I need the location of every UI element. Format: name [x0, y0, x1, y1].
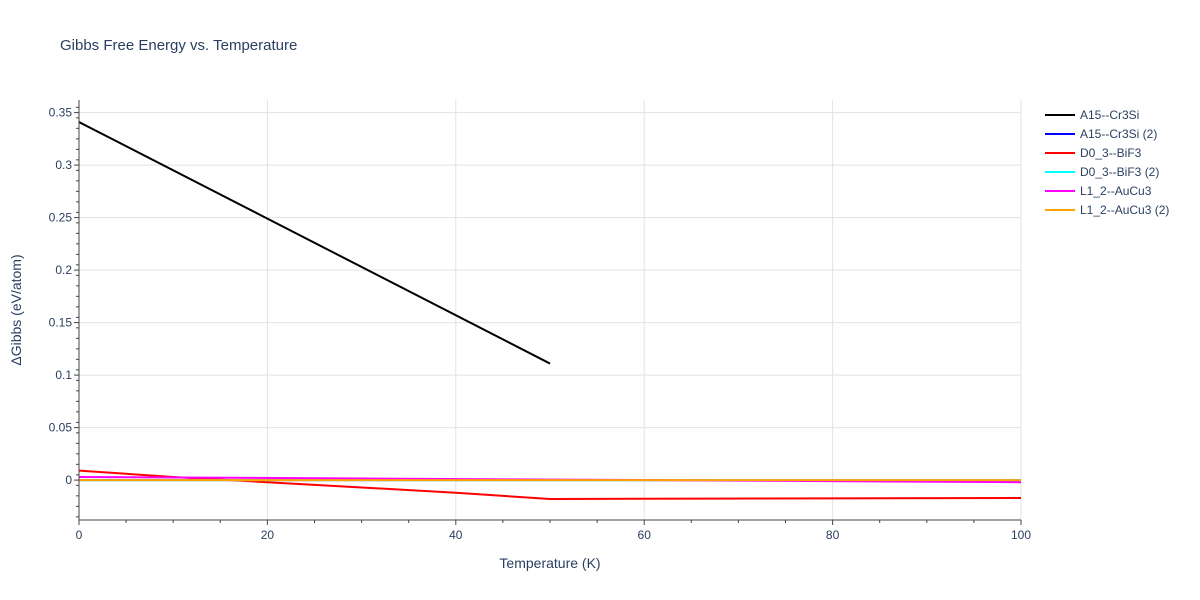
grid [79, 100, 1022, 520]
y-tick-label: 0.15 [49, 316, 73, 330]
legend-label: L1_2--AuCu3 (2) [1080, 203, 1169, 217]
y-tick-label: 0.35 [49, 106, 73, 120]
x-tick-label: 60 [638, 528, 652, 542]
legend-item[interactable]: A15--Cr3Si [1045, 108, 1139, 122]
series-group [78, 121, 1022, 501]
y-tick-label: 0.1 [55, 368, 72, 382]
legend-label: D0_3--BiF3 [1080, 146, 1142, 160]
y-tick-label: 0.05 [49, 421, 73, 435]
y-tick-label: 0.2 [55, 263, 72, 277]
legend-item[interactable]: L1_2--AuCu3 [1045, 184, 1152, 198]
x-tick-label: 40 [449, 528, 463, 542]
y-tick-label: 0 [65, 473, 72, 487]
x-tick-label: 80 [826, 528, 840, 542]
legend-label: A15--Cr3Si [1080, 108, 1139, 122]
legend-label: A15--Cr3Si (2) [1080, 127, 1157, 141]
tick-labels: 0 20 40 60 80 100 0 0.05 0.1 0.15 0.2 0.25 0.3 0.35 [49, 106, 1032, 542]
legend-item[interactable]: D0_3--BiF3 (2) [1045, 165, 1159, 179]
x-tick-label: 20 [261, 528, 275, 542]
y-tick-label: 0.25 [49, 211, 73, 225]
legend[interactable]: A15--Cr3Si A15--Cr3Si (2) D0_3--BiF3 D0_3--… [1045, 108, 1169, 217]
x-axis-label: Temperature (K) [499, 555, 600, 571]
legend-label: D0_3--BiF3 (2) [1080, 165, 1159, 179]
series-line [78, 469, 1022, 501]
series-line [78, 121, 551, 365]
chart-title: Gibbs Free Energy vs. Temperature [60, 37, 297, 54]
legend-item[interactable]: A15--Cr3Si (2) [1045, 127, 1157, 141]
axes [74, 100, 1022, 525]
legend-item[interactable]: D0_3--BiF3 [1045, 146, 1142, 160]
y-tick-label: 0.3 [55, 158, 72, 172]
legend-label: L1_2--AuCu3 [1080, 184, 1152, 198]
legend-item[interactable]: L1_2--AuCu3 (2) [1045, 203, 1169, 217]
x-tick-label: 100 [1011, 528, 1031, 542]
y-axis-label: ΔGibbs (eV/atom) [8, 254, 24, 365]
x-tick-label: 0 [76, 528, 83, 542]
